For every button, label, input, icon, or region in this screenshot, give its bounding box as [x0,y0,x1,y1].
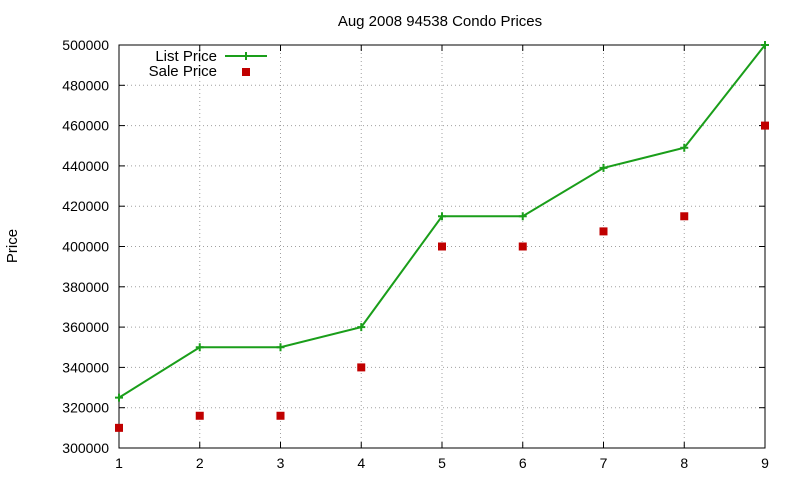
sale-price-point [276,411,285,420]
legend-sale-price-label: Sale Price [149,63,217,80]
x-tick-label: 8 [680,455,688,471]
sale-price-point [115,423,123,432]
sale-price-point [438,242,446,251]
list-price-point [357,323,366,332]
sale-price-point [518,242,527,251]
sale-price-point [680,212,689,221]
y-tick-label: 460000 [62,118,109,134]
x-tick-label: 4 [357,455,365,471]
ticks-layer: 300000 320000 340000 360000 380000 400000 4200… [62,37,769,471]
x-tick-label: 7 [600,455,608,471]
legend-list-price-marker [242,52,250,60]
x-tick-label: 6 [519,455,527,471]
list-price-point [276,343,285,352]
list-price-point [518,212,527,221]
y-tick-label: 360000 [62,319,109,335]
y-tick-label: 400000 [62,239,109,255]
y-tick-label: 300000 [62,440,109,456]
y-tick-label: 500000 [62,37,109,53]
list-price-point [599,163,608,172]
list-price-point [195,343,204,352]
x-tick-label: 3 [277,455,285,471]
y-tick-label: 420000 [62,198,109,214]
legend-list-price-label: List Price [155,48,217,65]
legend-sale-price-marker [242,68,250,76]
series-layer [115,41,769,432]
list-price-point [438,212,446,221]
list-price-point [115,393,123,402]
sale-price-point [599,227,608,236]
sale-price-point [761,121,769,130]
list-price-point [680,143,689,152]
list-price-point [761,41,769,49]
y-tick-label: 440000 [62,158,109,174]
chart-title: Aug 2008 94538 Condo Prices [338,13,542,30]
x-tick-label: 1 [115,455,123,471]
y-tick-label: 320000 [62,400,109,416]
plot-frame [118,44,766,449]
x-tick-label: 9 [761,455,769,471]
y-tick-label: 480000 [62,77,109,93]
x-tick-label: 2 [196,455,204,471]
sale-price-point [195,411,204,420]
y-axis-label: Price [4,229,21,263]
y-tick-label: 380000 [62,279,109,295]
sale-price-point [357,363,366,372]
y-tick-label: 340000 [62,359,109,375]
x-tick-label: 5 [438,455,446,471]
